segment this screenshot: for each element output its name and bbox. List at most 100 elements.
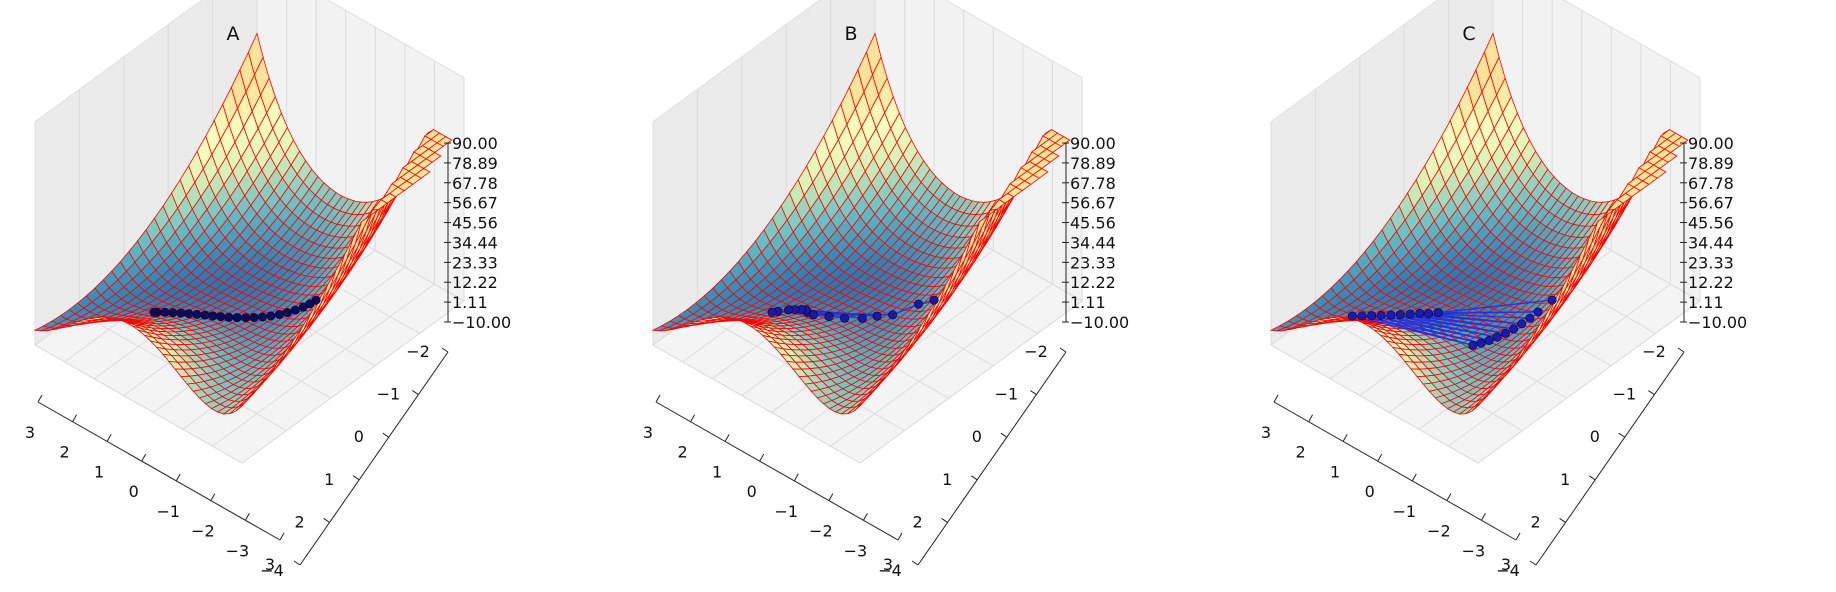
path-point [200,310,210,320]
x-axis-line [1273,401,1517,541]
y-tick-label: −1 [377,385,401,404]
subplot-title: C [1462,23,1475,45]
x-tick-label: 2 [59,443,69,462]
z-tick-label: 78.89 [1070,154,1116,173]
x-tick-label: −2 [1427,522,1451,541]
x-tick [1342,434,1348,442]
z-tick-label: 56.67 [1070,194,1116,213]
path-point [1517,319,1527,329]
y-axis: −2 −1 0 1 2 3 [1501,342,1685,574]
z-tick-label: 45.56 [1688,214,1734,233]
x-tick-label: −4 [1496,561,1520,580]
path-point [216,312,226,322]
surface-patch [1661,152,1678,163]
z-tick-label: 56.67 [452,194,498,213]
surface-patch [436,136,453,147]
subplot-a: 90.0078.8967.7856.6745.5634.4423.3312.22… [25,0,511,580]
x-axis: 3 2 1 0 −1 −2 −3 −4 [25,394,285,580]
grid-line [830,283,1053,447]
z-tick-label: 67.78 [1070,174,1116,193]
path-point [149,307,159,317]
y-tick-label: 3 [1501,555,1511,574]
z-tick-label: 45.56 [452,214,498,233]
grid-line [34,344,243,464]
subplot-c: 90.0078.8967.7856.6745.5634.4423.3312.22… [1261,0,1747,580]
y-tick [412,390,419,396]
path-point [1525,313,1535,323]
path-point [1395,310,1405,320]
path-point [1424,309,1434,319]
path-point [176,308,186,318]
x-tick-label: 3 [643,423,653,442]
y-axis-line [299,351,449,566]
y-tick [970,475,978,481]
subplot-title: A [227,23,240,45]
y-tick [1529,560,1537,566]
y-tick-label: 0 [1590,427,1600,446]
x-tick [862,513,868,521]
y-axis: −2 −1 0 1 2 3 [265,342,449,574]
z-tick-label: −10.00 [1070,313,1129,332]
z-tick-label: −10.00 [1688,313,1747,332]
path-point [888,310,898,320]
x-tick [1480,513,1486,521]
path-point [274,309,284,319]
y-tick [1648,390,1655,396]
x-tick-label: 3 [25,423,35,442]
y-tick-label: 0 [972,427,982,446]
x-tick-label: 1 [94,462,104,481]
x-tick [210,493,216,501]
x-tick-label: −3 [1462,541,1486,560]
z-tick-label: 12.22 [452,273,498,292]
path-point [184,309,194,319]
x-tick-label: −3 [844,541,868,560]
subplot-title: B [844,23,857,45]
x-tick [793,473,799,482]
z-tick-label: 34.44 [1688,233,1734,252]
x-tick [244,513,250,521]
x-tick-label: −4 [878,561,902,580]
path-point [913,299,923,309]
x-tick-label: 1 [712,462,722,481]
path-point [266,311,276,321]
x-tick-label: −1 [1392,502,1416,521]
surface-patch [1054,136,1071,147]
x-tick [759,453,765,462]
z-tick-label: 23.33 [1070,253,1116,272]
x-tick [279,532,285,541]
path-point [224,312,234,322]
z-axis: 90.0078.8967.7856.6745.5634.4423.3312.22… [1062,134,1129,332]
x-tick-label: 0 [129,482,139,501]
x-tick [655,394,661,403]
x-tick [37,394,43,403]
z-tick-label: 12.22 [1070,273,1116,292]
y-tick [382,432,390,438]
y-tick-label: −1 [1613,385,1637,404]
y-tick [441,347,449,353]
x-tick [1446,493,1452,501]
optimizer-path [1347,295,1557,350]
x-tick [897,532,903,541]
z-tick-label: 90.00 [452,134,498,153]
z-tick-label: 1.11 [1688,293,1724,312]
optimizer-path [767,295,939,323]
y-tick [1559,517,1566,523]
y-tick-label: −2 [1024,342,1048,361]
grid-line [1477,300,1701,464]
grid-line [859,300,1083,464]
z-tick-label: 90.00 [1070,134,1116,153]
x-tick [72,414,78,422]
z-tick-label: 34.44 [452,233,498,252]
path-point [1347,311,1357,321]
path-point [298,302,308,312]
x-tick [690,414,696,422]
y-tick [911,560,919,566]
surface-patch [1672,136,1689,147]
path-point [1492,332,1502,342]
y-tick-label: 0 [354,427,364,446]
x-tick-label: −3 [226,541,250,560]
path-point [1386,310,1396,320]
y-tick [1588,475,1596,481]
y-tick-label: 3 [883,555,893,574]
x-tick-label: 2 [677,443,687,462]
